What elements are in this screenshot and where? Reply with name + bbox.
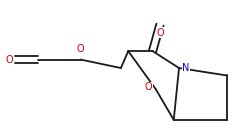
Text: N: N: [182, 63, 190, 73]
Text: O: O: [5, 55, 13, 65]
Text: O: O: [156, 28, 164, 38]
Text: O: O: [77, 44, 84, 54]
Text: O: O: [145, 82, 153, 92]
